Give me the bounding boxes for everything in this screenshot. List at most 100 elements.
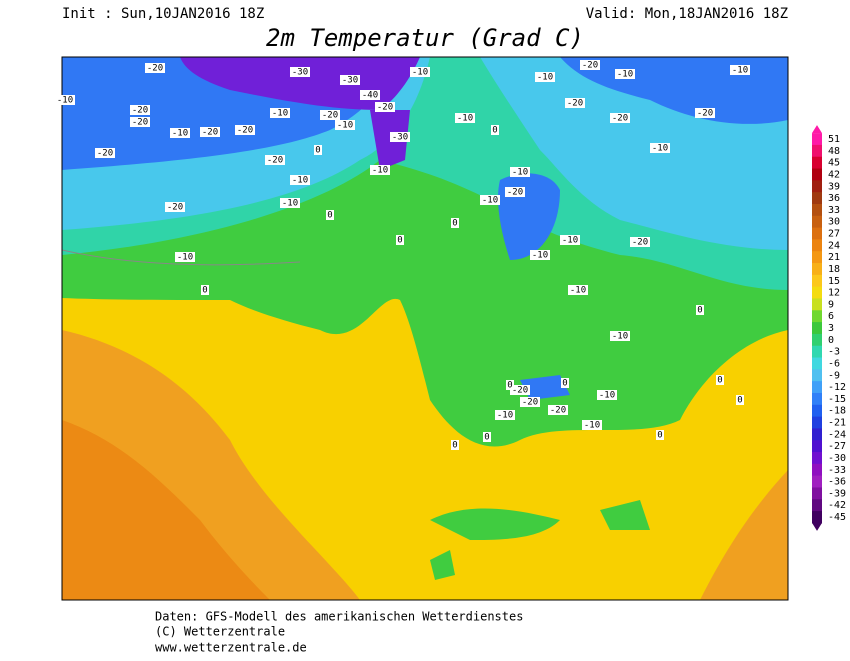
contour-label: -20 (132, 106, 148, 116)
contour-label: 0 (397, 236, 402, 246)
contour-label: -10 (172, 129, 188, 139)
label-box (145, 63, 165, 73)
colorbar-label: -24 (828, 429, 846, 440)
colorbar-label: -45 (828, 512, 846, 523)
contour-label: 0 (327, 211, 332, 221)
colorbar-label: 12 (828, 288, 840, 299)
label-box (506, 380, 514, 390)
contour-label: -10 (570, 286, 586, 296)
label-box (455, 113, 475, 123)
colorbar-label: 21 (828, 252, 840, 263)
colorbar-label: -6 (828, 358, 840, 369)
contour-label: -20 (612, 114, 628, 124)
contour-label: 0 (562, 379, 567, 389)
label-box (165, 202, 185, 212)
contour-label: -10 (512, 168, 528, 178)
colorbar-label: 27 (828, 229, 840, 240)
colorbar-cell (812, 440, 822, 453)
colorbar-label: 36 (828, 193, 840, 204)
contour-label: 0 (484, 433, 489, 443)
label-box (314, 145, 322, 155)
label-box (530, 250, 550, 260)
contour-label: -10 (497, 411, 513, 421)
colorbar-cell (812, 452, 822, 465)
colorbar-cell (812, 499, 822, 512)
colorbar-label: -18 (828, 406, 846, 417)
contour-label: 0 (452, 441, 457, 451)
contour-label: -20 (522, 398, 538, 408)
contour-label: 0 (202, 286, 207, 296)
colorbar-cell (812, 227, 822, 240)
label-box (696, 305, 704, 315)
label-box (201, 285, 209, 295)
label-box (535, 72, 555, 82)
contour-label: -10 (412, 68, 428, 78)
colorbar-cell (812, 511, 822, 524)
colorbar-cell (812, 133, 822, 146)
label-box (265, 155, 285, 165)
colorbar-cell (812, 274, 822, 288)
contour-label: -10 (177, 253, 193, 263)
colorbar-label: -21 (828, 418, 846, 429)
label-box (716, 375, 724, 385)
contour-label: -20 (632, 238, 648, 248)
contour-label: -20 (147, 64, 163, 74)
label-box (520, 397, 540, 407)
colorbar-cell (812, 168, 822, 181)
colorbar-label: -36 (828, 477, 846, 488)
contour-label: -10 (532, 251, 548, 261)
colorbar-cell (812, 333, 822, 347)
colorbar-label: 39 (828, 181, 840, 192)
colorbar-label: -33 (828, 465, 846, 476)
label-box (548, 405, 568, 415)
colorbar-cell (812, 239, 822, 252)
label-box (55, 95, 75, 105)
label-box (561, 378, 569, 388)
contour-label: 0 (315, 146, 320, 156)
contour-label: -30 (292, 68, 308, 78)
colorbar-cell (812, 463, 822, 477)
contour-label: -20 (582, 61, 598, 71)
contour-label: -20 (267, 156, 283, 166)
colorbar-cell (812, 475, 822, 488)
colorbar-cell (812, 310, 822, 323)
contour-label: 0 (492, 126, 497, 136)
label-box (235, 125, 255, 135)
label-box (582, 420, 602, 430)
copyright: (C) Wetterzentrale (155, 625, 285, 639)
contour-label: -20 (322, 111, 338, 121)
colorbar-cell (812, 251, 822, 264)
colorbar-label: 18 (828, 264, 840, 275)
contour-label: -20 (697, 109, 713, 119)
contour-label: -20 (377, 103, 393, 113)
colorbar-label: 45 (828, 158, 840, 169)
colorbar-label: 48 (828, 146, 840, 157)
label-box (320, 110, 340, 120)
label-box (130, 117, 150, 127)
label-box (610, 113, 630, 123)
colorbar-cell (812, 416, 822, 429)
contour-label: -10 (457, 114, 473, 124)
contour-label: -20 (132, 118, 148, 128)
colorbar-cell (812, 298, 822, 311)
colorbar-cell (812, 357, 822, 370)
label-box (565, 98, 585, 108)
contour-label: -20 (167, 203, 183, 213)
label-box (580, 60, 600, 70)
colorbar-cell (812, 156, 822, 170)
data-source: Daten: GFS-Modell des amerikanischen Wet… (155, 610, 523, 624)
label-box (396, 235, 404, 245)
contour-label: -30 (342, 76, 358, 86)
label-box (451, 440, 459, 450)
map-frame (61, 56, 789, 601)
colorbar-cell (812, 144, 822, 158)
colorbar-label: -42 (828, 500, 846, 511)
colorbar-cell (812, 192, 822, 205)
label-box (375, 102, 395, 112)
contour-label: -20 (550, 406, 566, 416)
colorbar-cell (812, 428, 822, 441)
contour-label: 0 (737, 396, 742, 406)
label-box (270, 108, 290, 118)
map-title: 2m Temperatur (Grad C) (266, 24, 584, 52)
